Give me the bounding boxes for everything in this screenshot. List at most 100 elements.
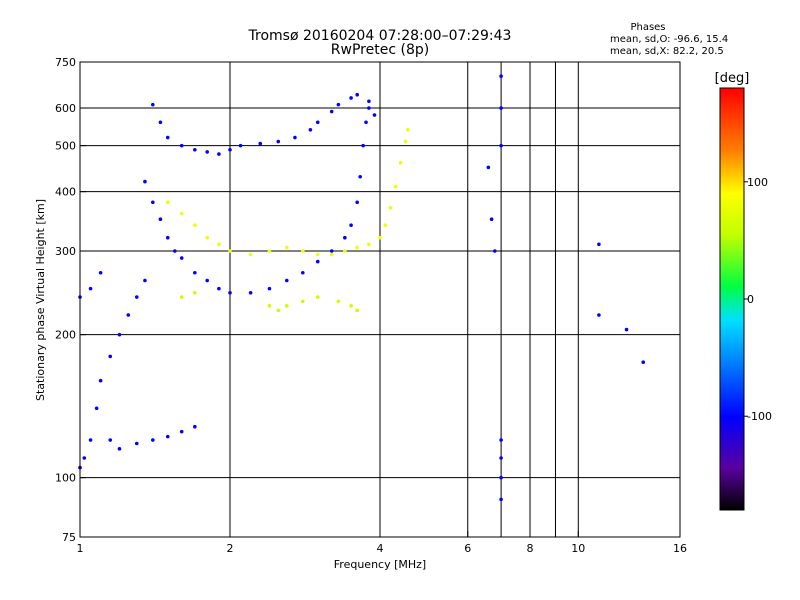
x-tick-label: 16 bbox=[673, 542, 687, 555]
data-point bbox=[217, 286, 221, 291]
grid-lines bbox=[80, 62, 680, 537]
data-point bbox=[301, 299, 305, 304]
data-point bbox=[276, 308, 281, 313]
data-point bbox=[493, 249, 497, 253]
data-point bbox=[499, 456, 503, 460]
data-point bbox=[108, 354, 113, 359]
x-tick-label: 4 bbox=[377, 542, 384, 555]
data-point bbox=[315, 120, 320, 125]
data-point bbox=[134, 295, 139, 299]
colorbar-ticks: 100 0 -100 bbox=[744, 176, 772, 423]
data-point bbox=[165, 135, 170, 140]
data-point bbox=[336, 102, 341, 107]
data-point bbox=[179, 256, 184, 260]
data-point bbox=[489, 217, 494, 222]
colorbar-tick-label: 0 bbox=[747, 293, 754, 306]
data-point bbox=[193, 223, 197, 228]
colorbar-label: [deg] bbox=[715, 71, 750, 86]
data-point bbox=[499, 74, 503, 79]
y-axis-label: Stationary phase Virtual Height [km] bbox=[34, 199, 47, 401]
data-point bbox=[143, 179, 147, 184]
data-point bbox=[499, 497, 503, 502]
colorbar-tick-label: 100 bbox=[747, 176, 768, 189]
y-tick-label: 75 bbox=[62, 531, 76, 544]
data-point bbox=[343, 235, 347, 240]
chart-title: Tromsø 20160204 07:28:00–07:29:43 bbox=[248, 28, 512, 44]
data-point bbox=[355, 245, 359, 250]
x-tick-label: 1 bbox=[77, 542, 84, 555]
colorbar bbox=[719, 87, 745, 511]
data-point bbox=[301, 270, 305, 275]
data-point bbox=[367, 242, 371, 247]
data-point bbox=[284, 304, 289, 308]
data-point bbox=[403, 139, 408, 144]
data-point bbox=[329, 249, 334, 253]
data-point bbox=[388, 205, 393, 210]
data-point bbox=[364, 120, 368, 125]
data-point bbox=[217, 152, 221, 156]
data-point bbox=[151, 102, 155, 107]
data-point bbox=[193, 270, 197, 275]
data-point bbox=[126, 313, 131, 317]
data-point bbox=[228, 291, 232, 295]
data-point bbox=[179, 143, 184, 148]
x-tick-label: 10 bbox=[571, 542, 585, 555]
data-point bbox=[349, 223, 353, 228]
x-tick-label: 2 bbox=[227, 542, 234, 555]
x-tick-label: 8 bbox=[527, 542, 534, 555]
data-point bbox=[267, 286, 272, 291]
y-tick-label: 300 bbox=[55, 245, 76, 258]
data-point bbox=[597, 242, 601, 247]
data-point bbox=[267, 249, 272, 253]
data-point bbox=[361, 143, 365, 148]
data-point bbox=[248, 252, 253, 257]
data-point bbox=[205, 278, 209, 283]
data-point bbox=[406, 127, 410, 132]
data-point bbox=[641, 360, 646, 365]
data-point bbox=[117, 332, 122, 337]
data-point bbox=[98, 270, 103, 275]
data-point bbox=[349, 304, 353, 308]
x-axis-label: Frequency [MHz] bbox=[334, 558, 426, 571]
data-point bbox=[158, 217, 163, 222]
data-point bbox=[624, 327, 629, 332]
y-tick-label: 100 bbox=[55, 472, 76, 485]
data-point bbox=[88, 438, 93, 442]
stats-x-line: mean, sd,X: 82.2, 20.5 bbox=[610, 46, 724, 57]
y-axis-ticks: 75 100 200 300 400 500 600 750 bbox=[55, 56, 86, 544]
data-point bbox=[499, 475, 503, 480]
data-point bbox=[378, 235, 382, 240]
data-point bbox=[94, 406, 99, 411]
x-axis-ticks: 1 2 4 6 8 10 16 bbox=[77, 531, 687, 555]
data-point bbox=[329, 252, 334, 257]
data-point bbox=[499, 438, 503, 442]
data-point bbox=[336, 299, 341, 304]
data-point bbox=[205, 235, 209, 240]
data-point bbox=[88, 286, 93, 291]
data-point bbox=[117, 447, 122, 451]
data-point bbox=[228, 249, 232, 253]
y-tick-label: 200 bbox=[55, 329, 76, 342]
data-point bbox=[597, 313, 601, 317]
data-point bbox=[329, 109, 334, 114]
colorbar-tick-label: -100 bbox=[747, 410, 772, 423]
data-point bbox=[193, 424, 197, 429]
data-point bbox=[143, 278, 147, 283]
data-point bbox=[238, 143, 243, 148]
data-point bbox=[293, 135, 297, 140]
data-point bbox=[179, 211, 184, 216]
data-point bbox=[98, 378, 103, 383]
data-point bbox=[355, 92, 359, 97]
data-point bbox=[82, 456, 87, 460]
data-point bbox=[308, 127, 313, 132]
data-point bbox=[267, 304, 272, 308]
data-point bbox=[358, 174, 362, 179]
data-point bbox=[367, 106, 371, 110]
data-point bbox=[205, 150, 209, 154]
data-point bbox=[355, 308, 359, 313]
data-point bbox=[398, 161, 403, 165]
data-point bbox=[284, 245, 289, 250]
stats-o-line: mean, sd,O: -96.6, 15.4 bbox=[610, 34, 728, 45]
data-point bbox=[372, 113, 377, 117]
